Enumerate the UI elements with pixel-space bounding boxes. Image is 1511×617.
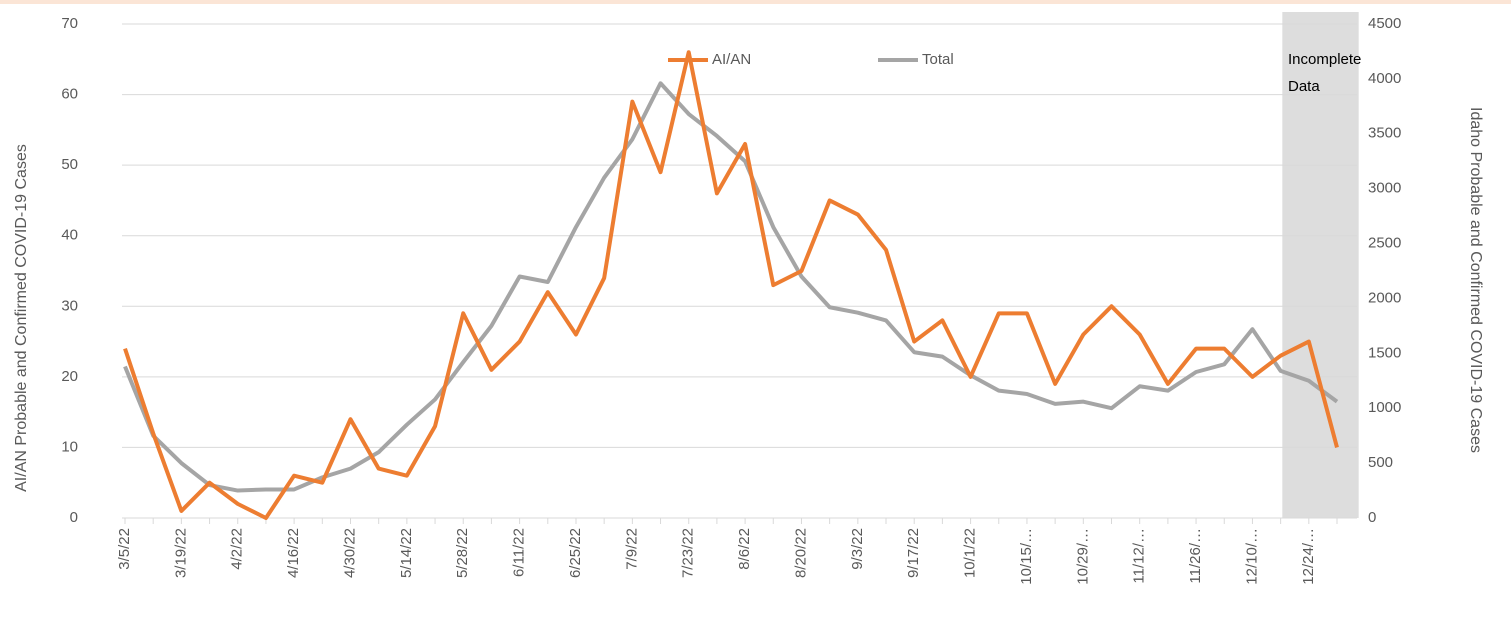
x-tick-label: 5/28/22 (454, 528, 471, 578)
y-tick-label: 50 (61, 156, 78, 173)
x-tick-label: 4/2/22 (229, 528, 246, 570)
y-tick-label: 0 (70, 509, 78, 526)
x-tick-label: 6/11/22 (511, 528, 528, 577)
incomplete-shade (1282, 12, 1359, 518)
x-tick-label: 7/23/22 (680, 528, 697, 578)
x-tick-label: 12/24/… (1300, 528, 1317, 585)
x-tick-label: 8/20/22 (792, 528, 809, 578)
y2-tick-label: 2000 (1368, 289, 1401, 306)
x-tick-label: 4/30/22 (341, 528, 358, 578)
y-tick-label: 60 (61, 86, 78, 103)
y-tick-label: 40 (61, 227, 78, 244)
y2-tick-label: 500 (1368, 454, 1393, 471)
y2-tick-label: 1000 (1368, 399, 1401, 416)
y-tick-label: 30 (61, 297, 78, 314)
y2-axis-title: Idaho Probable and Confirmed COVID-19 Ca… (1467, 107, 1484, 453)
legend-label: AI/AN (712, 51, 751, 68)
x-tick-label: 12/10/… (1243, 528, 1260, 585)
x-tick-label: 7/9/22 (623, 528, 640, 570)
x-tick-label: 8/6/22 (736, 528, 753, 570)
y2-tick-label: 3500 (1368, 125, 1401, 142)
y2-tick-label: 4500 (1368, 15, 1401, 32)
x-tick-label: 10/29/… (1074, 528, 1091, 585)
y2-tick-label: 3000 (1368, 180, 1401, 197)
x-tick-label: 10/1/22 (962, 528, 979, 578)
x-tick-label: 3/19/22 (172, 528, 189, 578)
line-series (123, 81, 1339, 493)
x-tick-label: 6/25/22 (567, 528, 584, 578)
x-tick-label: 9/17/22 (905, 528, 922, 578)
x-tick-label: 10/15/… (1018, 528, 1035, 585)
legend-label: Total (922, 51, 954, 68)
line-series (123, 50, 1339, 520)
y2-tick-label: 4000 (1368, 70, 1401, 87)
top-border (0, 0, 1511, 4)
y2-tick-label: 2500 (1368, 235, 1401, 252)
y-tick-label: 70 (61, 15, 78, 32)
x-tick-label: 5/14/22 (398, 528, 415, 578)
y2-tick-label: 1500 (1368, 344, 1401, 361)
x-tick-label: 9/3/22 (849, 528, 866, 570)
y-tick-label: 10 (61, 438, 78, 455)
y2-tick-label: 0 (1368, 509, 1376, 526)
x-tick-label: 11/26/… (1187, 528, 1204, 584)
x-tick-label: 11/12/… (1131, 528, 1148, 584)
y-axis-title: AI/AN Probable and Confirmed COVID-19 Ca… (13, 144, 30, 492)
y-tick-label: 20 (61, 368, 78, 385)
x-tick-label: 3/5/22 (116, 528, 133, 570)
annotation: Incomplete Data (1288, 51, 1361, 95)
x-tick-label: 4/16/22 (285, 528, 302, 578)
